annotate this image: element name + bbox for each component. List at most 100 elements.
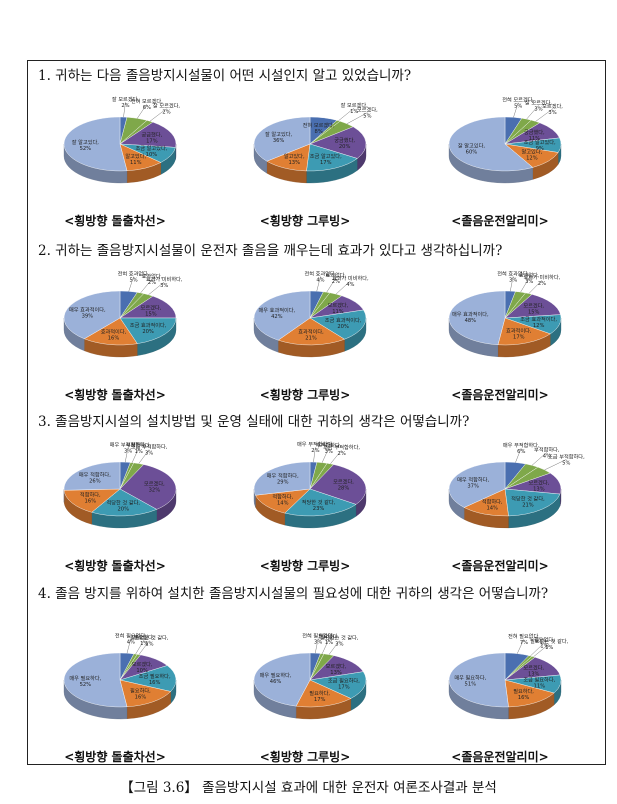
slice-value-label: 2%	[121, 103, 129, 109]
pie-slice-6	[277, 317, 345, 346]
slice-value-label: 13%	[528, 672, 540, 678]
leader-line	[128, 276, 134, 292]
slice-label: 모르겠다,	[529, 478, 550, 486]
leader-line	[138, 449, 150, 464]
slice-label: 전혀 필요없다,	[508, 632, 540, 640]
pie-slice-6	[497, 317, 551, 346]
pie-chart-6: 전혀 효과없다, 3% 효과없다, 3% 효과가 미비하다, 2% 모르겠다, 15% 조금 효…	[410, 266, 590, 386]
leader-line	[131, 448, 139, 463]
slice-value-label: 5%	[363, 114, 371, 120]
pie-svg: 전혀 효과없다,4%효과없다,2%효과가 미비하다,4%모르겠다,11%조금 효…	[253, 269, 369, 358]
slice-label: 매우 필요하다,	[69, 674, 101, 682]
pie-slice-6	[63, 488, 121, 513]
pie-slice-7	[63, 461, 121, 491]
slice-label: 전혀 효과없다,	[118, 270, 150, 278]
slice-value-label: 21%	[305, 336, 317, 342]
slice-label: 필요없다,	[534, 636, 555, 644]
slice-label: 궁금했다,	[524, 128, 545, 136]
pie-slice-7	[63, 116, 128, 172]
pie-slice-5	[119, 665, 177, 692]
slice-label: 모르겠다,	[144, 480, 165, 488]
leader-line	[330, 449, 342, 464]
slice-value-label: 39%	[82, 313, 94, 319]
slice-value-label: 1%	[350, 109, 358, 115]
slice-value-label: 11%	[332, 309, 344, 315]
pie-chart-7: 매우 부적합하다, 3% 부적합하다, 1% 조금 부적합하다, 3% 모르겠다, 32% 적당…	[25, 437, 205, 557]
question-3: 3. 졸음방지시설의 설치방법 및 운영 실태에 대한 귀하의 생각은 어떻습니…	[38, 414, 470, 430]
pie-slice-7	[253, 290, 311, 341]
slice-value-label: 20%	[337, 324, 349, 330]
slice-label: 전혀 모르겠다,	[303, 121, 335, 129]
pie-chart-11: 전혀 필요없다, 3% 필요없다, 1% 필요없는 것 같다, 3% 모르겠다, 13% 조금 …	[215, 628, 395, 748]
slice-value-label: 6%	[143, 105, 151, 111]
slice-label: 매우 적합하다,	[267, 472, 299, 480]
pie-slice-7	[448, 290, 506, 345]
pie-slice-7	[253, 461, 311, 496]
slice-label: 잘 모르겠다,	[112, 95, 140, 103]
slice-value-label: 20%	[142, 329, 154, 335]
slice-value-label: 17%	[146, 138, 158, 144]
slice-value-label: 3%	[160, 283, 168, 289]
slice-label: 궁금했다,	[334, 136, 355, 144]
slice-label: 적당한 것 같다,	[106, 499, 140, 507]
pie-slice-6	[119, 679, 172, 707]
slice-label: 필요하다,	[309, 689, 330, 697]
slice-label: 효과적이다,	[506, 326, 532, 334]
slice-value-label: 2%	[148, 280, 156, 286]
slice-label: 매우 필요하다,	[260, 671, 292, 679]
slice-label: 매우 효과적이다,	[452, 310, 489, 318]
slice-label: 효과가 미비하다,	[524, 273, 561, 281]
slice-value-label: 9%	[536, 146, 544, 152]
pie-chart-9: 매우 부적합하다, 6% 부적합하다, 4% 조금 부적합하다, 5% 모르겠다, 13% 적당…	[410, 437, 590, 557]
slice-value-label: 17%	[513, 334, 525, 340]
pie-chart-3: 전혀 모르겠다, 5% 잘 모르겠다, 3% 모르겠다, 3% 궁금했다, 11% 조금 알고있…	[410, 92, 590, 212]
pie-slice-4	[309, 126, 367, 159]
chart-title: <횡방향 돌출차선>	[64, 214, 166, 228]
slice-label: 조금 알고있다,	[524, 138, 556, 146]
pie-slice-4	[119, 464, 177, 510]
leader-line	[326, 277, 336, 293]
slice-value-label: 32%	[149, 488, 161, 494]
pie-chart-12: 전혀 필요없다, 7% 필요없다, 1% 필요없는 것 같다, 1% 모르겠다, 13% 조금 …	[410, 628, 590, 748]
chart-title: <횡방향 그루빙>	[259, 214, 351, 228]
slice-label: 전혀 필요없다,	[115, 631, 147, 639]
slice-value-label: 10%	[146, 152, 158, 158]
slice-value-label: 14%	[486, 506, 498, 512]
slice-value-label: 28%	[338, 486, 350, 492]
slice-label: 조금 효과적이다,	[325, 316, 362, 324]
question-4: 4. 졸음 방지를 위하여 설치한 졸음방지시설물의 필요성에 대한 귀하의 생…	[38, 586, 549, 602]
slice-value-label: 20%	[117, 507, 129, 513]
pie-slice-5	[309, 309, 367, 340]
pie-slice-6	[504, 679, 555, 708]
slice-label: 필요없다,	[134, 633, 155, 641]
leader-line	[123, 102, 126, 118]
slice-value-label: 3%	[314, 639, 322, 645]
chart-title: <졸음운전알리미>	[451, 559, 549, 573]
leader-line	[533, 643, 550, 657]
pie-svg: 전혀 필요없다,3%필요없다,1%필요없는 것 같다,3%모르겠다,13%조금 …	[253, 631, 367, 720]
leader-line	[544, 459, 567, 471]
slice-value-label: 13%	[288, 160, 300, 166]
slice-value-label: 3%	[124, 448, 132, 454]
slice-label: 매우 부적합하다,	[110, 440, 147, 448]
slice-value-label: 12%	[526, 156, 538, 162]
slice-value-label: 3%	[548, 110, 556, 116]
slice-label: 필요없다,	[319, 632, 340, 640]
slice-value-label: 17%	[320, 160, 332, 166]
slice-value-label: 13%	[330, 670, 342, 676]
slice-value-label: 3%	[145, 451, 153, 457]
slice-label: 전혀 효과없다,	[497, 269, 529, 277]
slice-label: 적당한 것 같다,	[302, 498, 336, 506]
pie-slice-7	[63, 652, 128, 708]
slice-value-label: 8%	[315, 129, 323, 135]
slice-value-label: 12%	[533, 323, 545, 329]
chart-title: <졸음운전알리미>	[451, 214, 549, 228]
leader-line	[313, 447, 316, 463]
pie-svg: 매우 부적합하다,2%부적합하다,3%조금 부적합하다,2%모르겠다,28%적당…	[253, 440, 367, 529]
slice-value-label: 3%	[509, 277, 517, 283]
leader-line	[315, 638, 319, 654]
slice-value-label: 16%	[135, 695, 147, 701]
slice-label: 효과없다,	[325, 271, 346, 279]
leader-line	[513, 102, 519, 118]
pie-slice-4	[504, 294, 561, 319]
